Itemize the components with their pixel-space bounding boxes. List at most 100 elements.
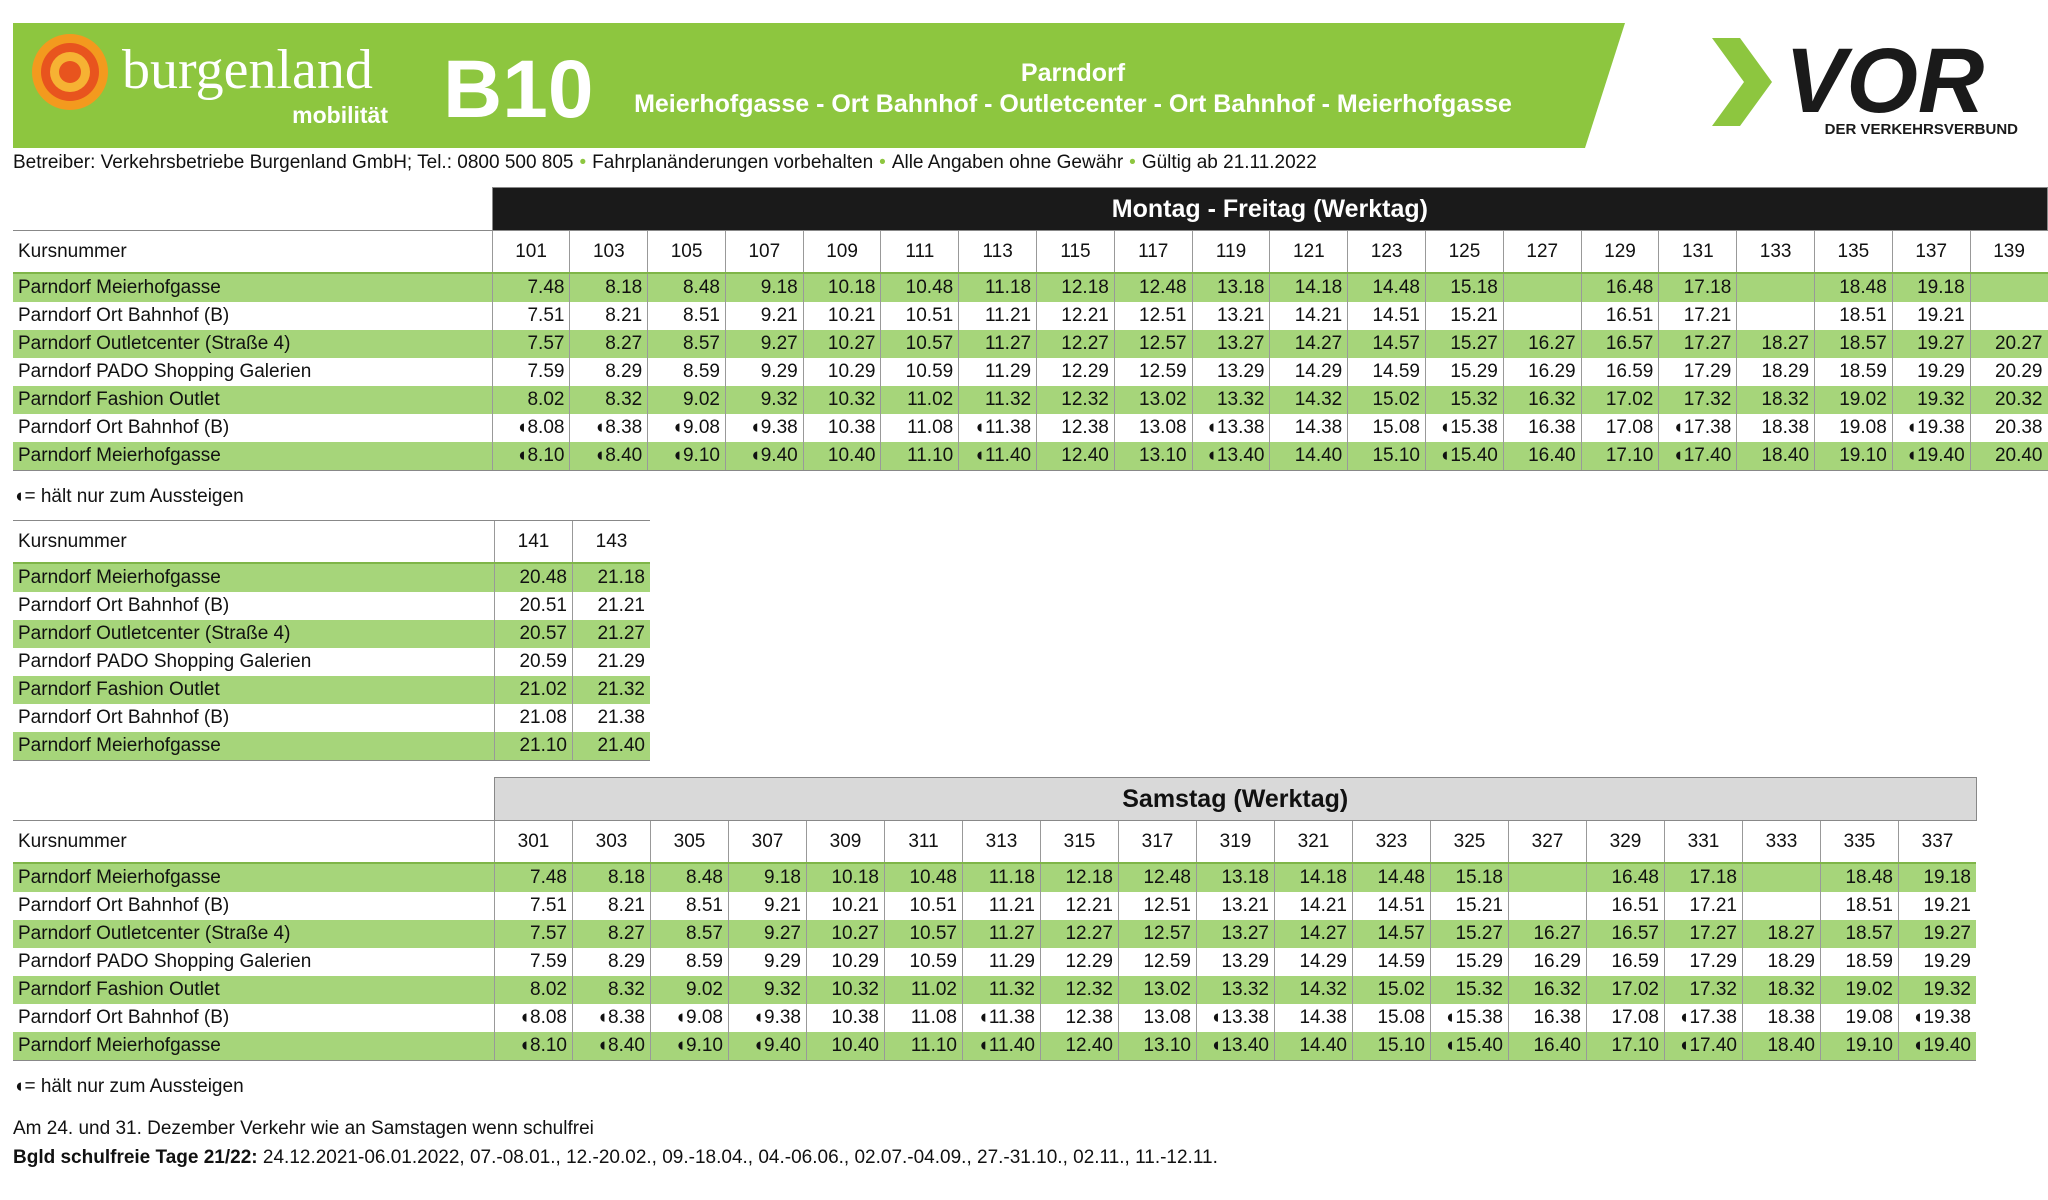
course-number: 121 (1269, 230, 1348, 274)
row-label: Kursnummer (13, 820, 495, 864)
departure-time: 21.29 (572, 648, 650, 676)
departure-time: 11.21 (962, 892, 1041, 920)
departure-time: 7.57 (494, 920, 573, 948)
departure-time: 18.27 (1742, 920, 1821, 948)
departure-time: 12.51 (1118, 892, 1197, 920)
stop-name: Parndorf Meierhofgasse (13, 863, 495, 892)
line-number: B10 (443, 44, 593, 135)
footer-note: Am 24. und 31. Dezember Verkehr wie an S… (13, 1118, 594, 1139)
title-row: Samstag (Werktag) (13, 777, 1977, 821)
departure-time: ◖13.38 (1196, 1004, 1275, 1032)
timetable: Samstag (Werktag) Kursnummer 301 303 305 307 3… (13, 777, 1977, 1061)
departure-time (1502, 302, 1582, 330)
departure-time: 13.18 (1196, 863, 1275, 892)
departure-time: 17.27 (1664, 920, 1743, 948)
stop-row: Parndorf Outletcenter (Straße 4) 7.57 8.27… (13, 330, 2048, 358)
stop-name: Parndorf Outletcenter (Straße 4) (13, 620, 495, 648)
departure-time: 15.27 (1424, 330, 1504, 358)
course-number: 115 (1036, 230, 1115, 274)
departure-time: 14.29 (1274, 948, 1353, 976)
departure-time: 20.27 (1969, 330, 2048, 358)
departure-time: 12.51 (1113, 302, 1193, 330)
departure-time: 21.10 (494, 732, 573, 761)
departure-time: 19.02 (1814, 386, 1893, 414)
separator-dot: • (1129, 152, 1136, 173)
departure-time: 13.08 (1118, 1004, 1197, 1032)
row-label: Kursnummer (13, 520, 495, 564)
departure-time: 10.51 (884, 892, 963, 920)
info-item: Fahrplanänderungen vorbehalten (592, 152, 874, 173)
departure-time: 8.29 (572, 948, 651, 976)
departure-time: 13.10 (1118, 1032, 1197, 1061)
departure-time: ◖8.08 (491, 414, 570, 442)
info-item: Gültig ab 21.11.2022 (1141, 152, 1317, 173)
departure-time: 11.10 (884, 1032, 963, 1061)
departure-time: 18.59 (1820, 948, 1899, 976)
course-number: 309 (806, 820, 885, 864)
stop-row: Parndorf Fashion Outlet 21.02 21.32 (13, 676, 650, 704)
departure-time: 13.02 (1118, 976, 1197, 1004)
departure-time: 15.32 (1430, 976, 1509, 1004)
departure-time: 15.02 (1352, 976, 1431, 1004)
legend: ◖= hält nur zum Aussteigen (13, 1076, 244, 1097)
departure-time: 16.40 (1508, 1032, 1587, 1061)
departure-time: 21.21 (572, 592, 650, 620)
departure-time: 18.57 (1820, 920, 1899, 948)
course-number: 305 (650, 820, 729, 864)
departure-time (1502, 273, 1582, 302)
departure-time: 17.32 (1658, 386, 1737, 414)
departure-time: ◖15.40 (1430, 1032, 1509, 1061)
route: Meierhofgasse - Ort Bahnhof - Outletcent… (634, 90, 1512, 118)
departure-time: 12.18 (1036, 273, 1115, 302)
timetable-grid: Montag - Freitag (Werktag) Kursnummer 101 1… (13, 187, 2048, 471)
departure-time: 14.51 (1347, 302, 1426, 330)
course-number: 135 (1814, 230, 1893, 274)
departure-time: 10.40 (806, 1032, 885, 1061)
departure-time: ◖11.40 (958, 442, 1037, 471)
departure-time: 10.38 (806, 1004, 885, 1032)
course-number: 323 (1352, 820, 1431, 864)
departure-time: 17.29 (1658, 358, 1737, 386)
departure-time: 17.18 (1658, 273, 1737, 302)
departure-time: 15.08 (1347, 414, 1426, 442)
departure-time (1742, 892, 1821, 920)
departure-time: 14.57 (1352, 920, 1431, 948)
departure-time: 8.59 (650, 948, 729, 976)
stop-name: Parndorf Meierhofgasse (13, 273, 493, 302)
departure-time: 17.10 (1580, 442, 1659, 471)
departure-time: ◖8.40 (572, 1032, 651, 1061)
departure-time: 9.02 (650, 976, 729, 1004)
departure-time (1969, 302, 2048, 330)
departure-time: ◖17.40 (1664, 1032, 1743, 1061)
stop-name: Parndorf Ort Bahnhof (B) (18, 707, 230, 728)
departure-time: 8.57 (647, 330, 726, 358)
course-number: 139 (1969, 230, 2048, 274)
stop-row: Parndorf Ort Bahnhof (B) 21.08 21.38 (13, 704, 650, 732)
departure-time: 12.38 (1036, 414, 1115, 442)
departure-time: 15.27 (1430, 920, 1509, 948)
departure-time: 15.10 (1352, 1032, 1431, 1061)
departure-time: 7.57 (491, 330, 570, 358)
departure-time: 16.29 (1502, 358, 1582, 386)
departure-time: ◖8.40 (569, 442, 648, 471)
stop-name: Parndorf PADO Shopping Galerien (18, 361, 312, 382)
departure-time: 18.29 (1736, 358, 1815, 386)
departure-time: 19.32 (1891, 386, 1971, 414)
departure-time: 8.18 (569, 273, 648, 302)
departure-time: 11.18 (958, 273, 1037, 302)
departure-time: 7.59 (491, 358, 570, 386)
departure-time: 14.21 (1274, 892, 1353, 920)
departure-time: 16.27 (1508, 920, 1587, 948)
departure-time: 12.40 (1040, 1032, 1119, 1061)
departure-time: ◖15.40 (1424, 442, 1504, 471)
departure-time: 15.18 (1424, 273, 1504, 302)
course-number: 337 (1898, 820, 1976, 864)
course-number: 101 (491, 230, 570, 274)
departure-time: 11.32 (962, 976, 1041, 1004)
departure-time: 13.32 (1196, 976, 1275, 1004)
departure-time: 12.57 (1113, 330, 1193, 358)
departure-time: ◖8.38 (569, 414, 648, 442)
departure-time: 18.40 (1742, 1032, 1821, 1061)
course-number: 329 (1586, 820, 1665, 864)
departure-time: 12.40 (1036, 442, 1115, 471)
